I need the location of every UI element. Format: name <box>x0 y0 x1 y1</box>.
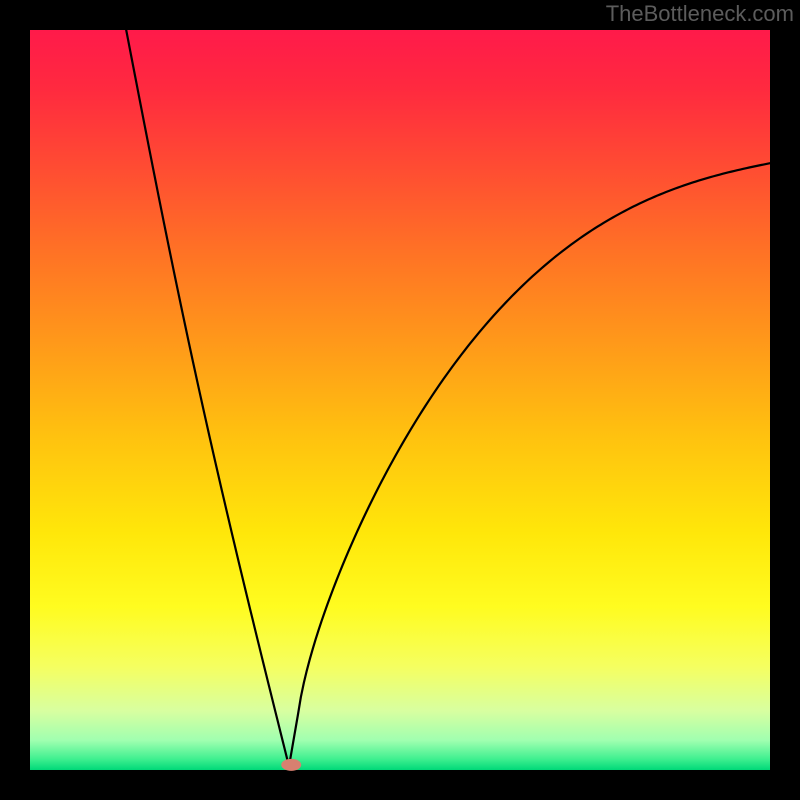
watermark-text: TheBottleneck.com <box>606 1 794 27</box>
plot-area <box>30 30 770 770</box>
minimum-marker <box>281 759 301 771</box>
bottleneck-chart: TheBottleneck.com <box>0 0 800 800</box>
chart-svg <box>0 0 800 800</box>
